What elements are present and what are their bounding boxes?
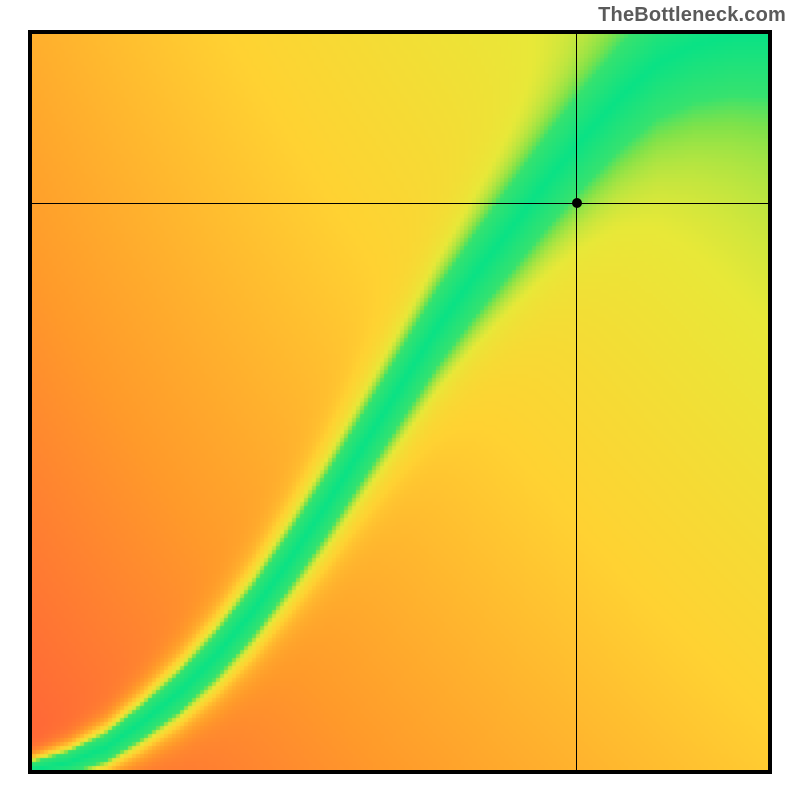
marker-dot — [572, 198, 582, 208]
watermark-text: TheBottleneck.com — [598, 4, 786, 27]
crosshair-vertical — [576, 34, 577, 770]
crosshair-horizontal — [32, 203, 768, 204]
plot-frame — [28, 30, 772, 774]
chart-container: TheBottleneck.com — [0, 0, 800, 800]
